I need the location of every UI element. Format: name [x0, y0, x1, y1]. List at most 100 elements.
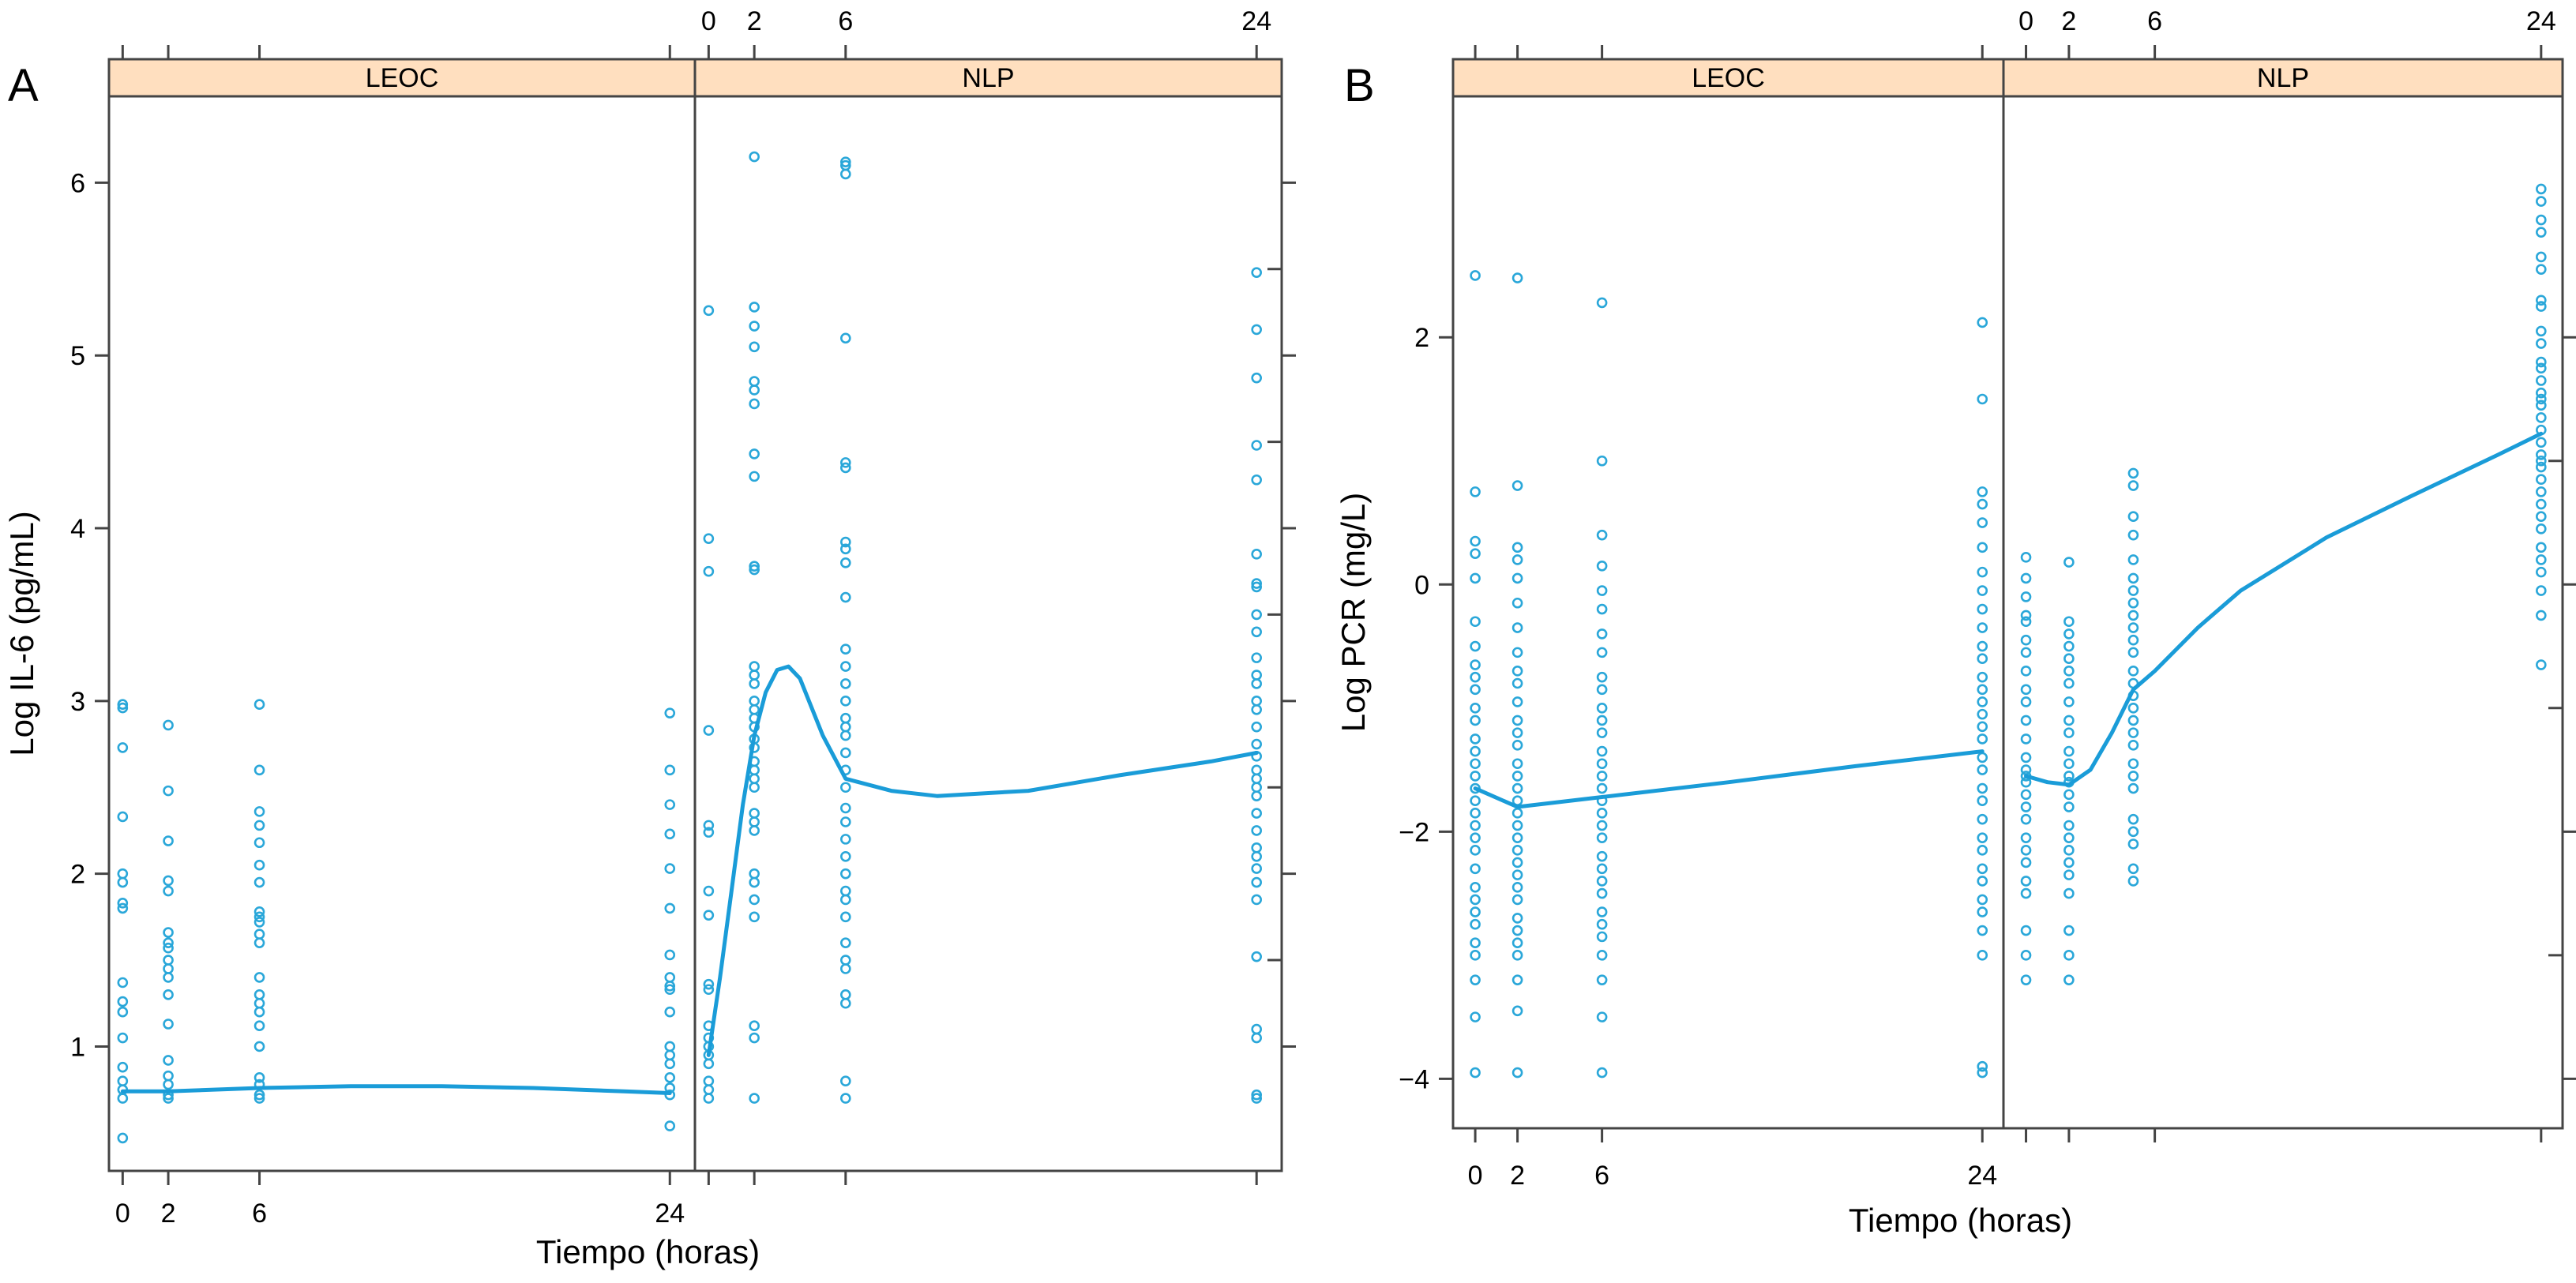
data-point — [1596, 603, 1608, 615]
panel-leoc-points — [1470, 270, 1988, 1079]
data-point — [664, 949, 676, 961]
data-point — [1470, 863, 1481, 875]
data-point — [1596, 950, 1608, 961]
data-point — [2020, 610, 2032, 621]
data-point — [840, 850, 851, 862]
data-point — [2020, 752, 2032, 763]
data-point — [117, 742, 129, 753]
data-point — [253, 1041, 265, 1052]
data-point — [1511, 480, 1523, 491]
data-point — [117, 977, 129, 989]
data-point — [703, 533, 715, 544]
data-point — [2127, 597, 2139, 609]
data-point — [1470, 486, 1481, 497]
smooth-line-leoc — [120, 1084, 672, 1095]
data-point — [253, 1093, 265, 1104]
data-point — [1596, 918, 1608, 930]
data-point — [2536, 196, 2547, 207]
plot-frame — [1451, 95, 2564, 1130]
data-point — [840, 591, 851, 603]
data-point — [1596, 887, 1608, 899]
data-point — [2020, 647, 2032, 658]
panel-leoc-points — [117, 699, 676, 1144]
data-point — [1511, 937, 1523, 949]
data-point — [2063, 715, 2075, 726]
data-point — [2020, 974, 2032, 985]
data-point — [1511, 622, 1523, 633]
data-point — [1470, 906, 1481, 917]
data-point — [2127, 758, 2139, 770]
x-tick-label-top: 2 — [747, 6, 762, 36]
data-point — [840, 457, 851, 468]
data-point — [2536, 455, 2547, 467]
data-point — [1470, 548, 1481, 559]
y-tick-label: 0 — [1414, 570, 1429, 600]
data-point — [1511, 727, 1523, 738]
data-point — [2536, 375, 2547, 386]
data-point — [2020, 634, 2032, 646]
data-point — [1251, 1023, 1262, 1035]
data-point — [1596, 1067, 1608, 1079]
data-point — [2536, 585, 2547, 596]
x-tick-label: 24 — [1967, 1161, 1997, 1191]
data-point — [1977, 876, 1988, 887]
data-point — [840, 937, 851, 948]
data-point — [749, 678, 760, 689]
data-point — [1977, 832, 1988, 843]
data-point — [1251, 474, 1262, 486]
data-point — [253, 972, 265, 983]
data-point — [840, 989, 851, 1000]
data-point — [1977, 653, 1988, 664]
data-point — [1596, 820, 1608, 831]
data-point — [2536, 325, 2547, 337]
data-point — [1596, 297, 1608, 309]
data-point — [749, 764, 760, 776]
chart-a: A LEOC NLP 1 2 3 4 5 6 0 0 2 2 6 6 24 24 Log IL-6 (pg/mL)… — [3, 6, 1296, 1270]
x-tick-label: 2 — [161, 1199, 176, 1229]
data-point — [1596, 561, 1608, 572]
data-point — [163, 1079, 174, 1090]
data-point — [1511, 820, 1523, 831]
data-point — [1511, 974, 1523, 985]
data-point — [1511, 272, 1523, 283]
data-point — [253, 937, 265, 948]
y-tick-label: −2 — [1399, 817, 1429, 847]
data-point — [1470, 894, 1481, 906]
data-point — [163, 885, 174, 897]
data-point — [2536, 461, 2547, 473]
data-point — [1977, 622, 1988, 633]
data-point — [117, 1006, 129, 1018]
data-point — [2020, 552, 2032, 563]
data-point — [1511, 857, 1523, 868]
data-point — [2127, 715, 2139, 726]
data-point — [664, 863, 676, 874]
data-point — [749, 341, 760, 353]
data-point — [2063, 857, 2075, 868]
data-point — [749, 448, 760, 460]
data-point — [1470, 845, 1481, 856]
data-point — [1251, 578, 1262, 589]
data-point — [1470, 270, 1481, 281]
data-point — [1977, 684, 1988, 696]
data-point — [2536, 362, 2547, 374]
data-point — [2127, 585, 2139, 596]
data-point — [2020, 832, 2032, 843]
data-point — [2127, 863, 2139, 875]
data-point — [117, 898, 129, 909]
data-point — [749, 1093, 760, 1104]
data-point — [1251, 790, 1262, 801]
data-point — [253, 1072, 265, 1083]
data-point — [2063, 677, 2075, 689]
data-point — [2536, 437, 2547, 448]
data-point — [1251, 652, 1262, 663]
data-point — [253, 1020, 265, 1031]
data-point — [2536, 264, 2547, 275]
data-point — [2127, 554, 2139, 565]
data-point — [253, 806, 265, 817]
data-point — [1251, 894, 1262, 906]
data-point — [163, 1070, 174, 1082]
data-point — [1596, 745, 1608, 757]
x-tick-label-top: 0 — [701, 6, 716, 36]
data-point — [2536, 498, 2547, 510]
